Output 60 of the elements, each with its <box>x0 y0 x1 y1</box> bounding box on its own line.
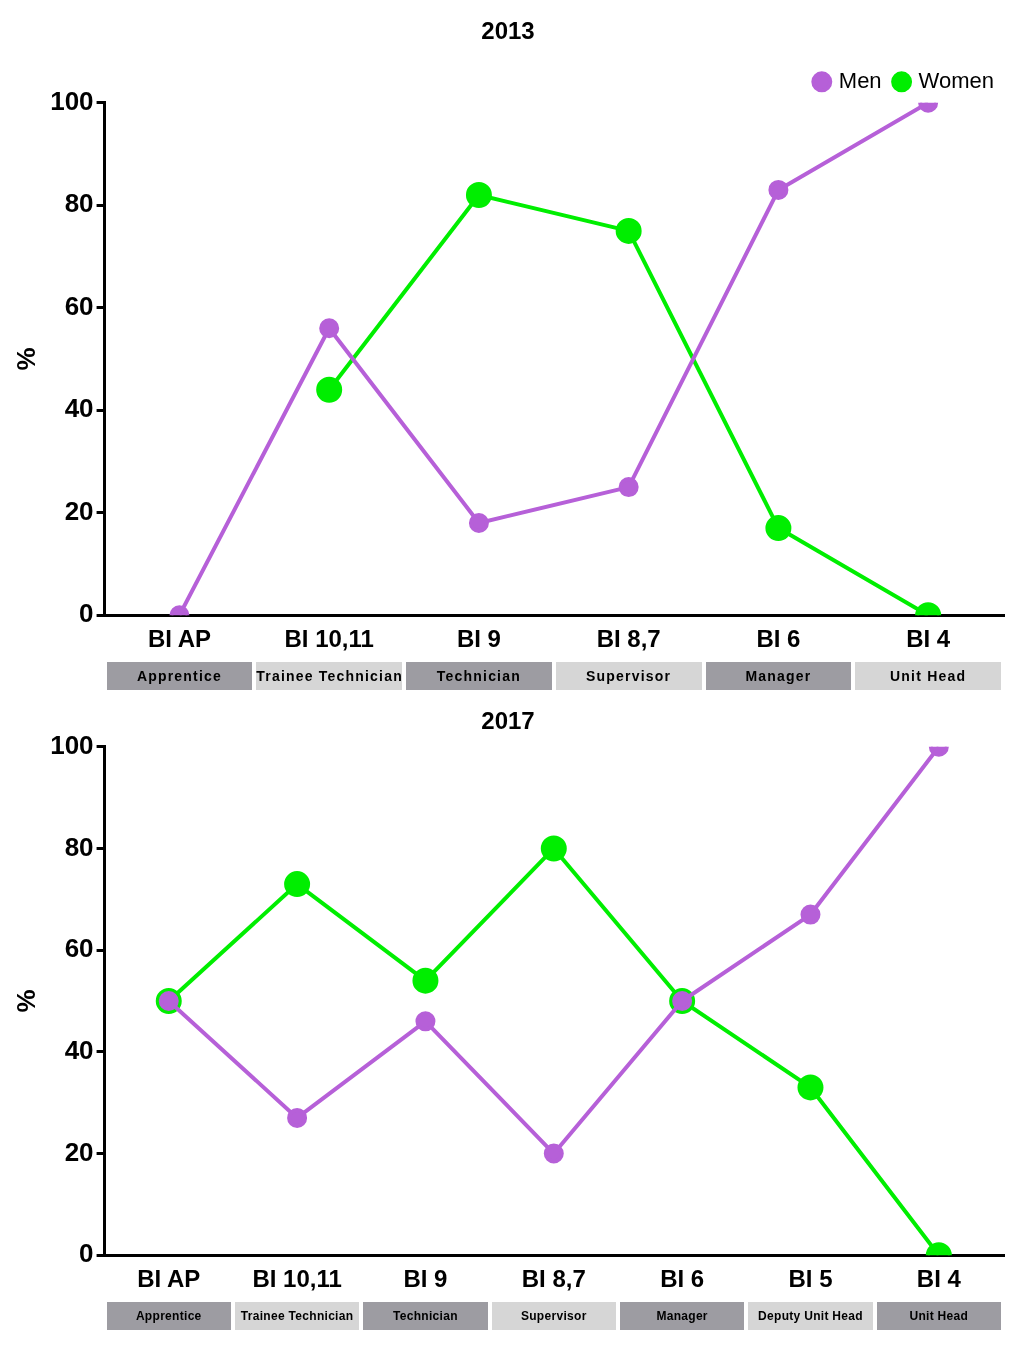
y-axis-title: % <box>10 347 41 371</box>
point <box>797 1074 824 1101</box>
point <box>319 318 340 339</box>
y-tick-label: 100 <box>50 729 94 760</box>
point <box>543 1143 564 1164</box>
text: Unit Head <box>855 662 1001 690</box>
chart-title: 2017 <box>481 707 535 735</box>
text: Technician <box>363 1302 488 1330</box>
x-tick-label: BI 5 <box>788 1265 833 1293</box>
x-tick-label: BI 8,7 <box>596 625 661 653</box>
x-tick-label: BI 6 <box>660 1265 705 1293</box>
text: Manager <box>619 1302 745 1330</box>
legend-label: Men <box>838 67 882 93</box>
text: Trainee Technician <box>234 1302 360 1330</box>
chart-title: 2013 <box>481 17 535 45</box>
point <box>765 515 792 542</box>
point <box>468 512 489 533</box>
text: Manager <box>705 662 852 690</box>
y-tick-label: 0 <box>79 598 94 629</box>
point <box>287 1107 308 1128</box>
x-tick-label: BI 8,7 <box>521 1265 586 1293</box>
legend-label: Women <box>918 67 995 93</box>
y-tick-label: 60 <box>64 933 94 964</box>
y-tick-label: 60 <box>64 290 94 321</box>
y-tick-label: 100 <box>50 85 94 116</box>
x-tick-label: BI 10,11 <box>284 625 374 653</box>
point <box>316 376 343 403</box>
y-tick-label: 80 <box>64 831 94 862</box>
x-tick-label: BI AP <box>147 625 212 653</box>
text: Unit Head <box>876 1302 1001 1330</box>
x-tick-label: BI AP <box>137 1265 201 1293</box>
point <box>540 835 567 862</box>
point <box>412 967 439 994</box>
text: Trainee Technician <box>256 662 403 690</box>
y-tick-label: 0 <box>79 1238 94 1269</box>
point <box>284 871 311 898</box>
y-tick-label: 40 <box>64 393 94 424</box>
x-tick-label: BI 6 <box>756 625 801 653</box>
text: Apprentice <box>106 1302 231 1330</box>
point <box>618 477 639 498</box>
x-tick-label: BI 4 <box>916 1265 962 1293</box>
x-tick-label: BI 4 <box>906 625 951 653</box>
y-tick-label: 40 <box>64 1035 94 1066</box>
x-tick-label: BI 9 <box>403 1265 448 1293</box>
point <box>465 182 492 209</box>
x-tick-label: BI 10,11 <box>252 1265 342 1293</box>
y-tick-label: 80 <box>64 188 94 219</box>
point <box>615 217 642 244</box>
x-tick-label: BI 9 <box>456 625 501 653</box>
point <box>800 904 821 925</box>
text: Apprentice <box>106 662 253 690</box>
y-tick-label: 20 <box>64 495 94 526</box>
text: Supervisor <box>491 1302 616 1330</box>
y-axis-title: % <box>10 989 41 1013</box>
point <box>415 1011 436 1032</box>
text: Technician <box>406 662 552 690</box>
text: Deputy Unit Head <box>748 1302 873 1330</box>
point <box>768 179 789 200</box>
text: Supervisor <box>555 662 702 690</box>
y-tick-label: 20 <box>64 1136 94 1167</box>
